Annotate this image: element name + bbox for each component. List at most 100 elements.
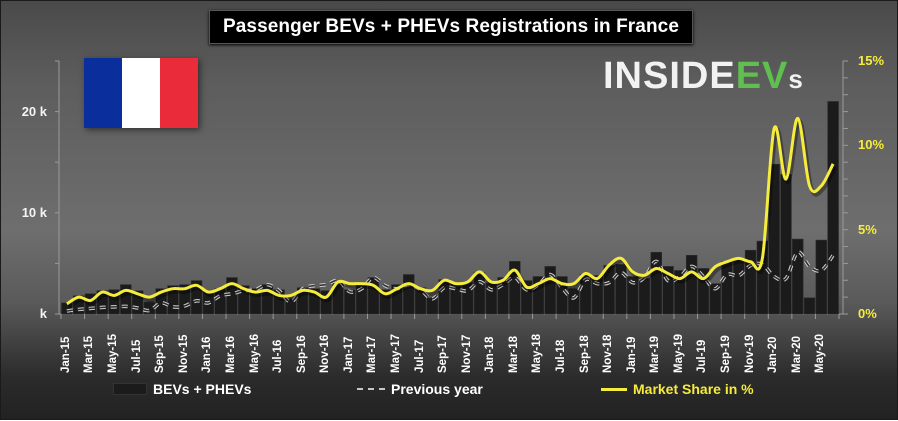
bar <box>108 289 120 315</box>
bar <box>391 284 403 315</box>
flag-red-stripe <box>160 58 198 128</box>
bar <box>344 289 356 315</box>
left-axis-tick-label: k <box>39 306 47 321</box>
left-axis-tick-label: 20 k <box>21 103 47 119</box>
bar <box>768 163 780 315</box>
x-axis-tick-label: Nov-16 <box>319 334 332 373</box>
bar <box>733 258 745 315</box>
bar <box>685 255 698 315</box>
bar <box>544 266 556 315</box>
x-axis-tick-label: Jul-18 <box>554 339 567 373</box>
legend-item-previous-year: Previous year <box>357 381 483 397</box>
x-axis-tick-label: May-18 <box>531 334 544 373</box>
bar <box>131 290 144 315</box>
right-axis-tick-label: 5% <box>858 221 877 237</box>
bar <box>803 297 816 315</box>
bar <box>426 297 439 315</box>
x-axis-tick-label: Sep-19 <box>720 335 732 373</box>
bar <box>827 101 839 315</box>
bar <box>179 284 191 315</box>
x-axis-tick-label: Jul-16 <box>272 339 285 373</box>
x-axis-tick-label: Mar-17 <box>366 335 379 373</box>
bar <box>320 290 332 315</box>
right-axis-tick-label: 10% <box>858 137 885 153</box>
bar <box>721 261 733 315</box>
flag-blue-stripe <box>84 58 122 128</box>
x-axis-tick-label: Jul-17 <box>413 339 426 373</box>
right-axis-tick-label: 15% <box>858 53 885 68</box>
right-axis-tick-label: 0% <box>858 306 877 321</box>
legend-label: BEVs + PHEVs <box>153 381 252 397</box>
bar <box>744 249 757 315</box>
logo-text-s: s <box>788 64 804 94</box>
x-axis-tick-label: Sep-17 <box>437 335 450 373</box>
bar <box>591 275 604 315</box>
bar <box>674 270 686 315</box>
bar <box>308 288 321 315</box>
x-axis-tick-label: Jan-15 <box>59 336 72 373</box>
x-axis-tick-label: Mar-16 <box>224 335 237 373</box>
france-flag-icon <box>84 58 198 128</box>
bar-swatch-icon <box>113 383 147 395</box>
x-axis-tick-label: Mar-20 <box>790 335 803 373</box>
bar <box>780 174 792 315</box>
bar <box>120 284 132 315</box>
x-axis-tick-label: Nov-17 <box>460 334 473 373</box>
bar <box>709 283 721 315</box>
bar <box>403 274 415 315</box>
legend-label: Previous year <box>391 381 483 397</box>
flag-white-stripe <box>122 58 160 128</box>
x-axis-tick-label: Mar-15 <box>83 335 96 373</box>
x-axis-tick-label: Jan-18 <box>484 336 497 373</box>
bar <box>238 285 250 315</box>
bar <box>249 288 262 315</box>
bar <box>379 289 391 315</box>
bar <box>756 240 769 315</box>
insideevs-logo: INSIDEEVs <box>603 55 804 98</box>
x-axis-tick-label: Jul-15 <box>130 339 143 373</box>
x-axis-tick-label: May-17 <box>389 334 402 373</box>
x-axis-tick-label: Mar-18 <box>507 335 520 373</box>
bar <box>532 276 545 315</box>
bar <box>650 251 662 315</box>
bar <box>615 264 627 315</box>
x-axis-tick-label: May-19 <box>672 334 685 373</box>
x-axis-tick-label: Jul-19 <box>696 339 709 373</box>
bar <box>627 276 639 315</box>
line-swatch-icon <box>601 387 627 391</box>
x-axis-tick-label: Sep-16 <box>295 335 308 373</box>
legend-label: Market Share in % <box>633 381 754 397</box>
x-axis-tick-label: Jan-17 <box>342 336 355 373</box>
x-axis-tick-label: May-20 <box>814 334 827 373</box>
logo-text-ev: EV <box>735 55 789 97</box>
bar <box>367 277 380 315</box>
bar <box>285 298 297 315</box>
bar <box>155 288 167 315</box>
x-axis-tick-label: Sep-18 <box>578 335 591 373</box>
x-axis-tick-label: Nov-15 <box>177 334 190 373</box>
bar <box>509 261 521 315</box>
x-axis-tick-label: Sep-15 <box>154 335 167 373</box>
x-axis-tick-label: Nov-18 <box>602 334 615 373</box>
x-axis-tick-label: Jan-16 <box>201 336 214 373</box>
bar <box>568 288 580 315</box>
x-axis-tick-label: May-16 <box>248 334 261 373</box>
bar <box>520 280 533 315</box>
legend: BEVs + PHEVs Previous year Market Share … <box>1 381 898 401</box>
bar <box>815 239 828 315</box>
left-axis-tick-label: 10 k <box>21 204 47 220</box>
legend-item-bevs-phevs: BEVs + PHEVs <box>113 381 251 397</box>
x-axis-tick-label: Mar-19 <box>649 335 662 373</box>
x-axis-tick-label: Jan-19 <box>625 336 638 373</box>
chart-title-box: Passenger BEVs + PHEVs Registrations in … <box>209 10 693 44</box>
bar <box>697 268 710 315</box>
bar <box>190 280 203 315</box>
bar <box>792 238 804 315</box>
logo-text-inside: INSIDE <box>603 55 736 97</box>
bar <box>84 293 97 315</box>
bar <box>167 285 179 315</box>
dashed-line-swatch-icon <box>357 388 385 390</box>
bar <box>662 266 674 315</box>
